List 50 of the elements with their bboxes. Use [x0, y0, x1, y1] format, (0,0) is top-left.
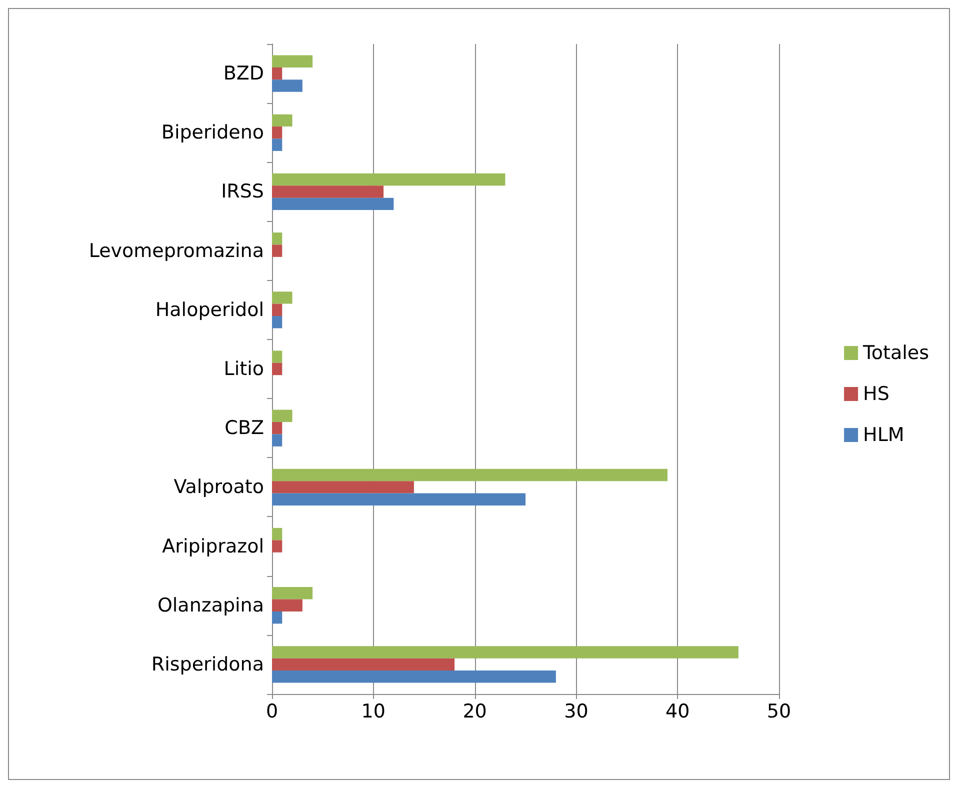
- bar: [272, 114, 292, 127]
- legend-label: Totales: [862, 342, 930, 364]
- bar: [272, 173, 506, 186]
- bar: [272, 80, 302, 92]
- bar: [272, 362, 282, 376]
- bar: [272, 468, 668, 482]
- bar: [272, 422, 282, 434]
- x-tick-label: 10: [361, 700, 386, 722]
- y-tick-label: IRSS: [221, 180, 264, 203]
- bar: [272, 481, 414, 494]
- y-tick-label: BZD: [223, 62, 264, 85]
- bar: [272, 658, 455, 671]
- x-tick-label: 50: [766, 700, 792, 722]
- bar: [272, 434, 282, 446]
- bar: [272, 67, 282, 80]
- bar: [272, 540, 282, 552]
- bar: [272, 410, 292, 422]
- bar: [272, 126, 282, 139]
- bar: [272, 198, 394, 210]
- y-tick-label: Litio: [224, 358, 264, 380]
- bar: [272, 670, 556, 683]
- x-tick-label: 30: [564, 700, 588, 722]
- bar: [272, 493, 526, 506]
- legend-label: HLM: [863, 424, 904, 446]
- y-tick-label: Haloperidol: [155, 298, 264, 321]
- bar: [272, 528, 282, 540]
- bar: [272, 186, 384, 198]
- y-tick-label: Aripiprazol: [162, 535, 264, 558]
- bar: [272, 244, 282, 257]
- y-tick-label: Risperidona: [151, 653, 264, 676]
- x-tick-label: 40: [666, 700, 690, 722]
- y-tick-label: Olanzapina: [157, 594, 264, 616]
- bar: [272, 350, 282, 363]
- bar: [272, 138, 282, 151]
- y-tick-label: CBZ: [224, 417, 264, 440]
- bar: [272, 55, 313, 68]
- bar: [272, 611, 282, 624]
- bar: [272, 646, 738, 658]
- bar: [272, 599, 302, 612]
- bar: [272, 232, 282, 245]
- legend-label: HS: [863, 383, 890, 405]
- y-tick-label: Biperideno: [161, 122, 264, 144]
- y-tick-label: Valproato: [174, 476, 264, 498]
- bar: [272, 292, 292, 304]
- x-tick-label: 20: [462, 700, 487, 722]
- x-tick-label: 0: [266, 700, 278, 722]
- bar: [272, 304, 282, 316]
- bar: [272, 587, 313, 600]
- y-tick-label: Levomepromazina: [88, 240, 264, 262]
- bar: [272, 316, 282, 328]
